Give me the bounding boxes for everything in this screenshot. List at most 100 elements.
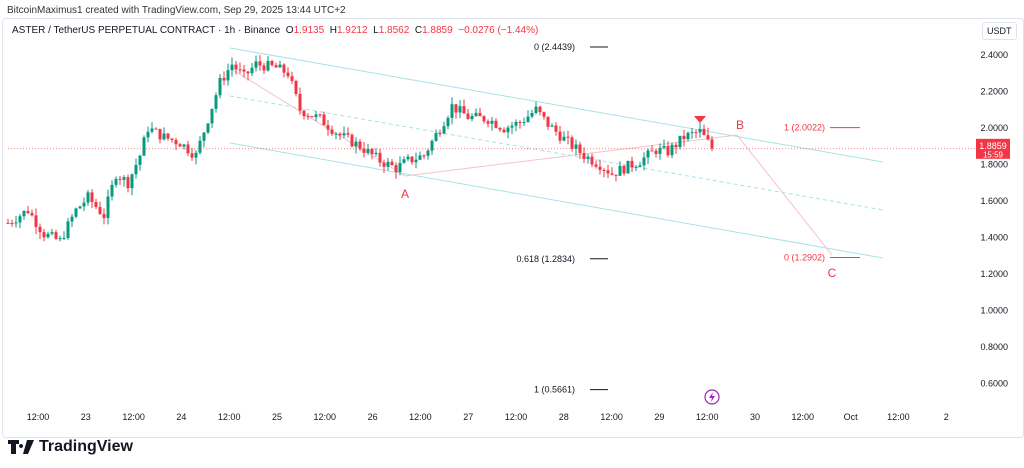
change-value: −0.0276 (−1.44%) [458,25,539,36]
candle-body [122,177,126,180]
candle-body [142,137,146,156]
candle-body [346,133,350,135]
candle-body [210,108,214,124]
candle-body [542,112,546,117]
candle-body [78,206,82,209]
y-tick-label: 1.6000 [980,196,1008,206]
candle-body [566,136,570,138]
candle-body [654,150,658,154]
x-tick-label: 25 [272,412,282,422]
candle-body [318,114,322,116]
fib-target-label: 1 (2.0022) [784,123,825,133]
candle-body [170,138,174,140]
candle-body [406,156,410,160]
y-tick-label: 2.2000 [980,87,1008,97]
candle-body [586,156,590,159]
channel-line [229,47,884,163]
x-tick-label: 12:00 [314,412,337,422]
candle-body [394,165,398,173]
candle-body [466,113,470,120]
candle-body [26,210,30,214]
candle-body [130,174,134,189]
close-label: C [414,25,423,36]
candle-body [258,61,262,66]
candle-body [362,148,366,153]
candle-body [538,106,542,113]
candle-body [6,222,10,224]
candle-body [314,114,318,118]
wave-path [232,69,833,256]
candle-body [90,192,94,202]
candle-body [390,161,394,166]
candle-body [114,178,118,185]
candle-body [290,76,294,81]
candle-body [262,65,266,71]
currency-button[interactable]: USDT [982,22,1017,40]
candle-body [358,141,362,149]
candle-body [554,125,558,132]
x-tick-label: 29 [654,412,664,422]
channel-line [229,142,884,259]
candle-body [370,148,374,155]
candle-body [174,139,178,145]
candle-body [310,116,314,118]
candle-body [70,216,74,222]
candle-body [134,164,138,175]
candle-body [322,114,326,126]
candle-body [510,125,514,128]
x-tick-label: 12:00 [887,412,910,422]
candle-body [450,104,454,118]
candle-body [182,144,186,147]
candle-body [350,134,354,147]
brand-name: TradingView [39,438,133,455]
candle-body [118,178,122,180]
candle-body [58,238,62,240]
fib-level-label: 1 (0.5661) [534,385,575,395]
candle-body [594,164,598,167]
y-tick-label: 2.4000 [980,50,1008,60]
candle-body [618,165,622,176]
x-tick-label: 24 [176,412,186,422]
candle-body [574,144,578,149]
candle-body [410,156,414,163]
x-tick-label: Oct [844,412,859,422]
candle-body [398,162,402,173]
candle-body [86,192,90,203]
candle-body [198,140,202,153]
candle-body [642,157,646,166]
candle-body [38,226,42,233]
candle-body [710,139,714,149]
candle-body [422,155,426,157]
candle-body [558,131,562,141]
candle-body [446,117,450,127]
candle-body [438,133,442,135]
candle-body [270,60,274,66]
candle-body [146,131,150,138]
candle-body [178,144,182,147]
candle-body [22,210,26,217]
candle-body [330,129,334,134]
y-tick-label: 2.0000 [980,123,1008,133]
candle-body [670,144,674,156]
open-label: O [285,25,294,36]
candle-body [550,125,554,127]
candle-body [602,169,606,171]
candle-body [582,153,586,159]
x-tick-label: 26 [368,412,378,422]
candle-body [222,77,226,81]
y-tick-label: 0.6000 [980,379,1008,389]
candle-body [706,135,710,140]
high-value: 1.9212 [336,25,368,36]
candle-body [650,150,654,152]
candle-body [402,159,406,163]
candle-body [150,128,154,132]
candle-body [414,159,418,163]
candle-body [190,153,194,158]
candle-body [206,123,210,133]
high-label: H [329,25,337,36]
candle-body [286,72,290,77]
close-value: 1.8859 [422,25,453,36]
candle-body [106,196,110,219]
candle-body [154,128,158,130]
